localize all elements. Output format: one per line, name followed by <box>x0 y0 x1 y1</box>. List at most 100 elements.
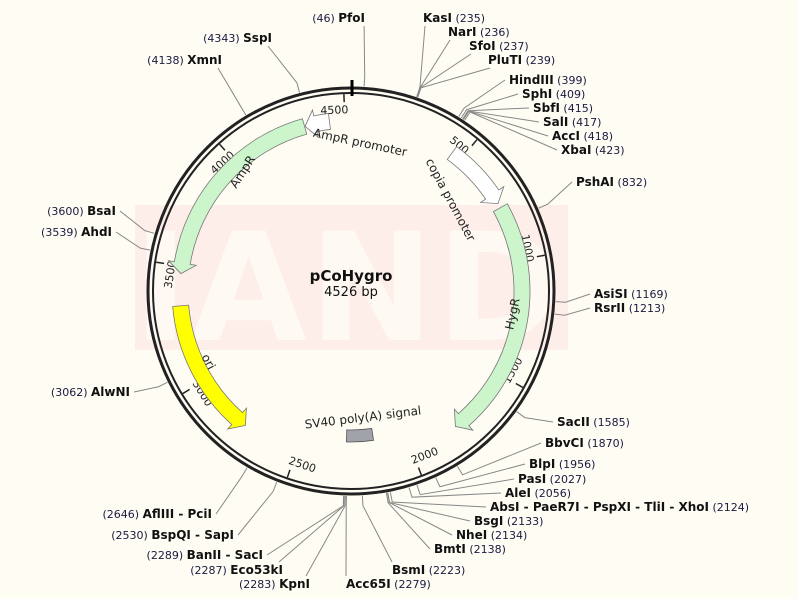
enzyme-position: (2646) <box>103 508 143 521</box>
leader-line-bbvci <box>456 442 542 476</box>
enzyme-name: PshAI <box>576 175 614 189</box>
leader-line-blpi <box>435 463 526 488</box>
enzyme-site-nhei[interactable]: NheI (2134) <box>456 528 527 542</box>
enzyme-site-pfoi[interactable]: (46) PfoI <box>312 11 365 25</box>
enzyme-name: PluTI <box>488 53 522 67</box>
enzyme-site-alei[interactable]: AleI (2056) <box>505 486 571 500</box>
enzyme-name: Acc65I <box>346 577 391 591</box>
enzyme-position: (46) <box>312 12 338 25</box>
plasmid-length: 4526 bp <box>324 285 378 300</box>
enzyme-name: AhdI <box>81 225 112 239</box>
enzyme-position: (2138) <box>466 543 506 556</box>
leader-line-pshai <box>538 181 573 209</box>
enzyme-name: BanII - SacI <box>187 548 263 562</box>
enzyme-name: BsgI <box>474 514 503 528</box>
enzyme-site-afliii-pcii[interactable]: (2646) AflIII - PciI <box>103 507 212 521</box>
leader-line-sfoi <box>416 53 472 98</box>
leader-line-absi-paer7i-pspxi-tlii-xhoi <box>389 492 487 508</box>
enzyme-position: (2287) <box>190 564 230 577</box>
enzyme-site-pasi[interactable]: PasI (2027) <box>518 472 586 486</box>
feature-label: ori <box>199 352 219 372</box>
enzyme-site-kpni[interactable]: (2283) KpnI <box>239 577 310 591</box>
feature-shape[interactable] <box>446 145 505 205</box>
enzyme-site-xmni[interactable]: (4138) XmnI <box>147 53 222 67</box>
enzyme-site-alwni[interactable]: (3062) AlwNI <box>51 385 130 399</box>
enzyme-name: XbaI <box>561 143 591 157</box>
enzyme-site-bbvci[interactable]: BbvCI (1870) <box>545 436 624 450</box>
enzyme-site-absi-paer7i-pspxi-tlii-xhoi[interactable]: AbsI - PaeR7I - PspXI - TliI - XhoI (212… <box>490 500 749 514</box>
enzyme-position: (423) <box>591 144 624 157</box>
enzyme-name: NheI <box>456 528 487 542</box>
leader-line-kpni <box>305 495 346 577</box>
enzyme-name: Eco53kI <box>230 563 283 577</box>
tick-mark <box>471 139 478 147</box>
enzyme-position: (832) <box>614 176 647 189</box>
feature-shape[interactable] <box>304 108 331 139</box>
leader-line-pfoi <box>363 25 366 87</box>
enzyme-site-bsmi[interactable]: BsmI (2223) <box>392 563 465 577</box>
enzyme-name: SbfI <box>533 101 560 115</box>
enzyme-site-sfoi[interactable]: SfoI (237) <box>469 39 529 53</box>
enzyme-position: (2223) <box>425 564 465 577</box>
enzyme-site-bsai[interactable]: (3600) BsaI <box>47 204 116 218</box>
enzyme-site-rsrii[interactable]: RsrII (1213) <box>594 301 665 315</box>
enzyme-name: BlpI <box>529 457 555 471</box>
enzyme-name: PfoI <box>338 11 365 25</box>
enzyme-site-sbfi[interactable]: SbfI (415) <box>533 101 593 115</box>
leader-line-pasi <box>416 478 515 496</box>
feature-ori[interactable]: ori <box>172 304 247 430</box>
enzyme-position: (237) <box>496 40 529 53</box>
enzyme-site-hindiii[interactable]: HindIII (399) <box>509 73 587 87</box>
enzyme-site-bspqi-sapi[interactable]: (2530) BspQI - SapI <box>111 528 234 542</box>
enzyme-site-pshai[interactable]: PshAI (832) <box>576 175 647 189</box>
tick-mark <box>515 382 524 389</box>
leader-line-acci <box>462 110 549 137</box>
feature-shape[interactable] <box>453 203 531 431</box>
enzyme-site-acci[interactable]: AccI (418) <box>552 129 613 143</box>
watermark-text: TIANDZ <box>28 202 673 376</box>
enzyme-site-asisi[interactable]: AsiSI (1169) <box>594 287 668 301</box>
enzyme-site-kasi[interactable]: KasI (235) <box>423 11 485 25</box>
backbone <box>146 80 556 496</box>
feature-shape[interactable] <box>345 427 375 443</box>
feature-shape[interactable] <box>172 304 247 430</box>
enzyme-site-acc65i[interactable]: Acc65I (2279) <box>346 577 431 591</box>
enzyme-name: SalI <box>543 115 568 129</box>
enzyme-site-sspi[interactable]: (4343) SspI <box>203 31 272 45</box>
enzyme-position: (2530) <box>111 529 151 542</box>
enzyme-name: SfoI <box>469 39 496 53</box>
enzyme-site-sacii[interactable]: SacII (1585) <box>557 415 630 429</box>
enzyme-name: XmnI <box>187 53 222 67</box>
enzyme-position: (4343) <box>203 32 243 45</box>
enzyme-site-xbai[interactable]: XbaI (423) <box>561 143 624 157</box>
leader-line-xbai <box>464 111 558 151</box>
tick-mark <box>155 261 165 265</box>
enzyme-site-sphi[interactable]: SphI (409) <box>522 87 585 101</box>
enzyme-position: (409) <box>552 88 585 101</box>
enzyme-site-blpi[interactable]: BlpI (1956) <box>529 457 595 471</box>
tick-mark <box>417 467 423 476</box>
enzyme-site-nari[interactable]: NarI (236) <box>448 25 510 39</box>
enzyme-position: (2134) <box>487 529 527 542</box>
enzyme-site-pluti[interactable]: PluTI (239) <box>488 53 555 67</box>
enzyme-position: (418) <box>580 130 613 143</box>
enzyme-site-bsgi[interactable]: BsgI (2133) <box>474 514 543 528</box>
enzyme-site-sali[interactable]: SalI (417) <box>543 115 601 129</box>
enzyme-name: KpnI <box>279 577 310 591</box>
enzyme-name: KasI <box>423 11 452 25</box>
enzyme-site-eco53ki[interactable]: (2287) Eco53kI <box>190 563 283 577</box>
enzyme-position: (1213) <box>625 302 665 315</box>
enzyme-site-bmti[interactable]: BmtI (2138) <box>434 542 506 556</box>
enzyme-site-ahdi[interactable]: (3539) AhdI <box>41 225 112 239</box>
feature-hygr[interactable]: HygR <box>453 203 531 431</box>
enzyme-name: BbvCI <box>545 436 584 450</box>
feature-shape[interactable] <box>167 118 308 275</box>
enzyme-position: (4138) <box>147 54 187 67</box>
leader-line-eco53ki <box>278 495 345 563</box>
enzyme-position: (1169) <box>628 288 668 301</box>
enzyme-site-banii-saci[interactable]: (2289) BanII - SacI <box>147 548 263 562</box>
enzyme-name: AleI <box>505 486 531 500</box>
leader-line-nhei <box>387 492 453 536</box>
feature-ampr[interactable]: AmpR <box>167 118 308 275</box>
